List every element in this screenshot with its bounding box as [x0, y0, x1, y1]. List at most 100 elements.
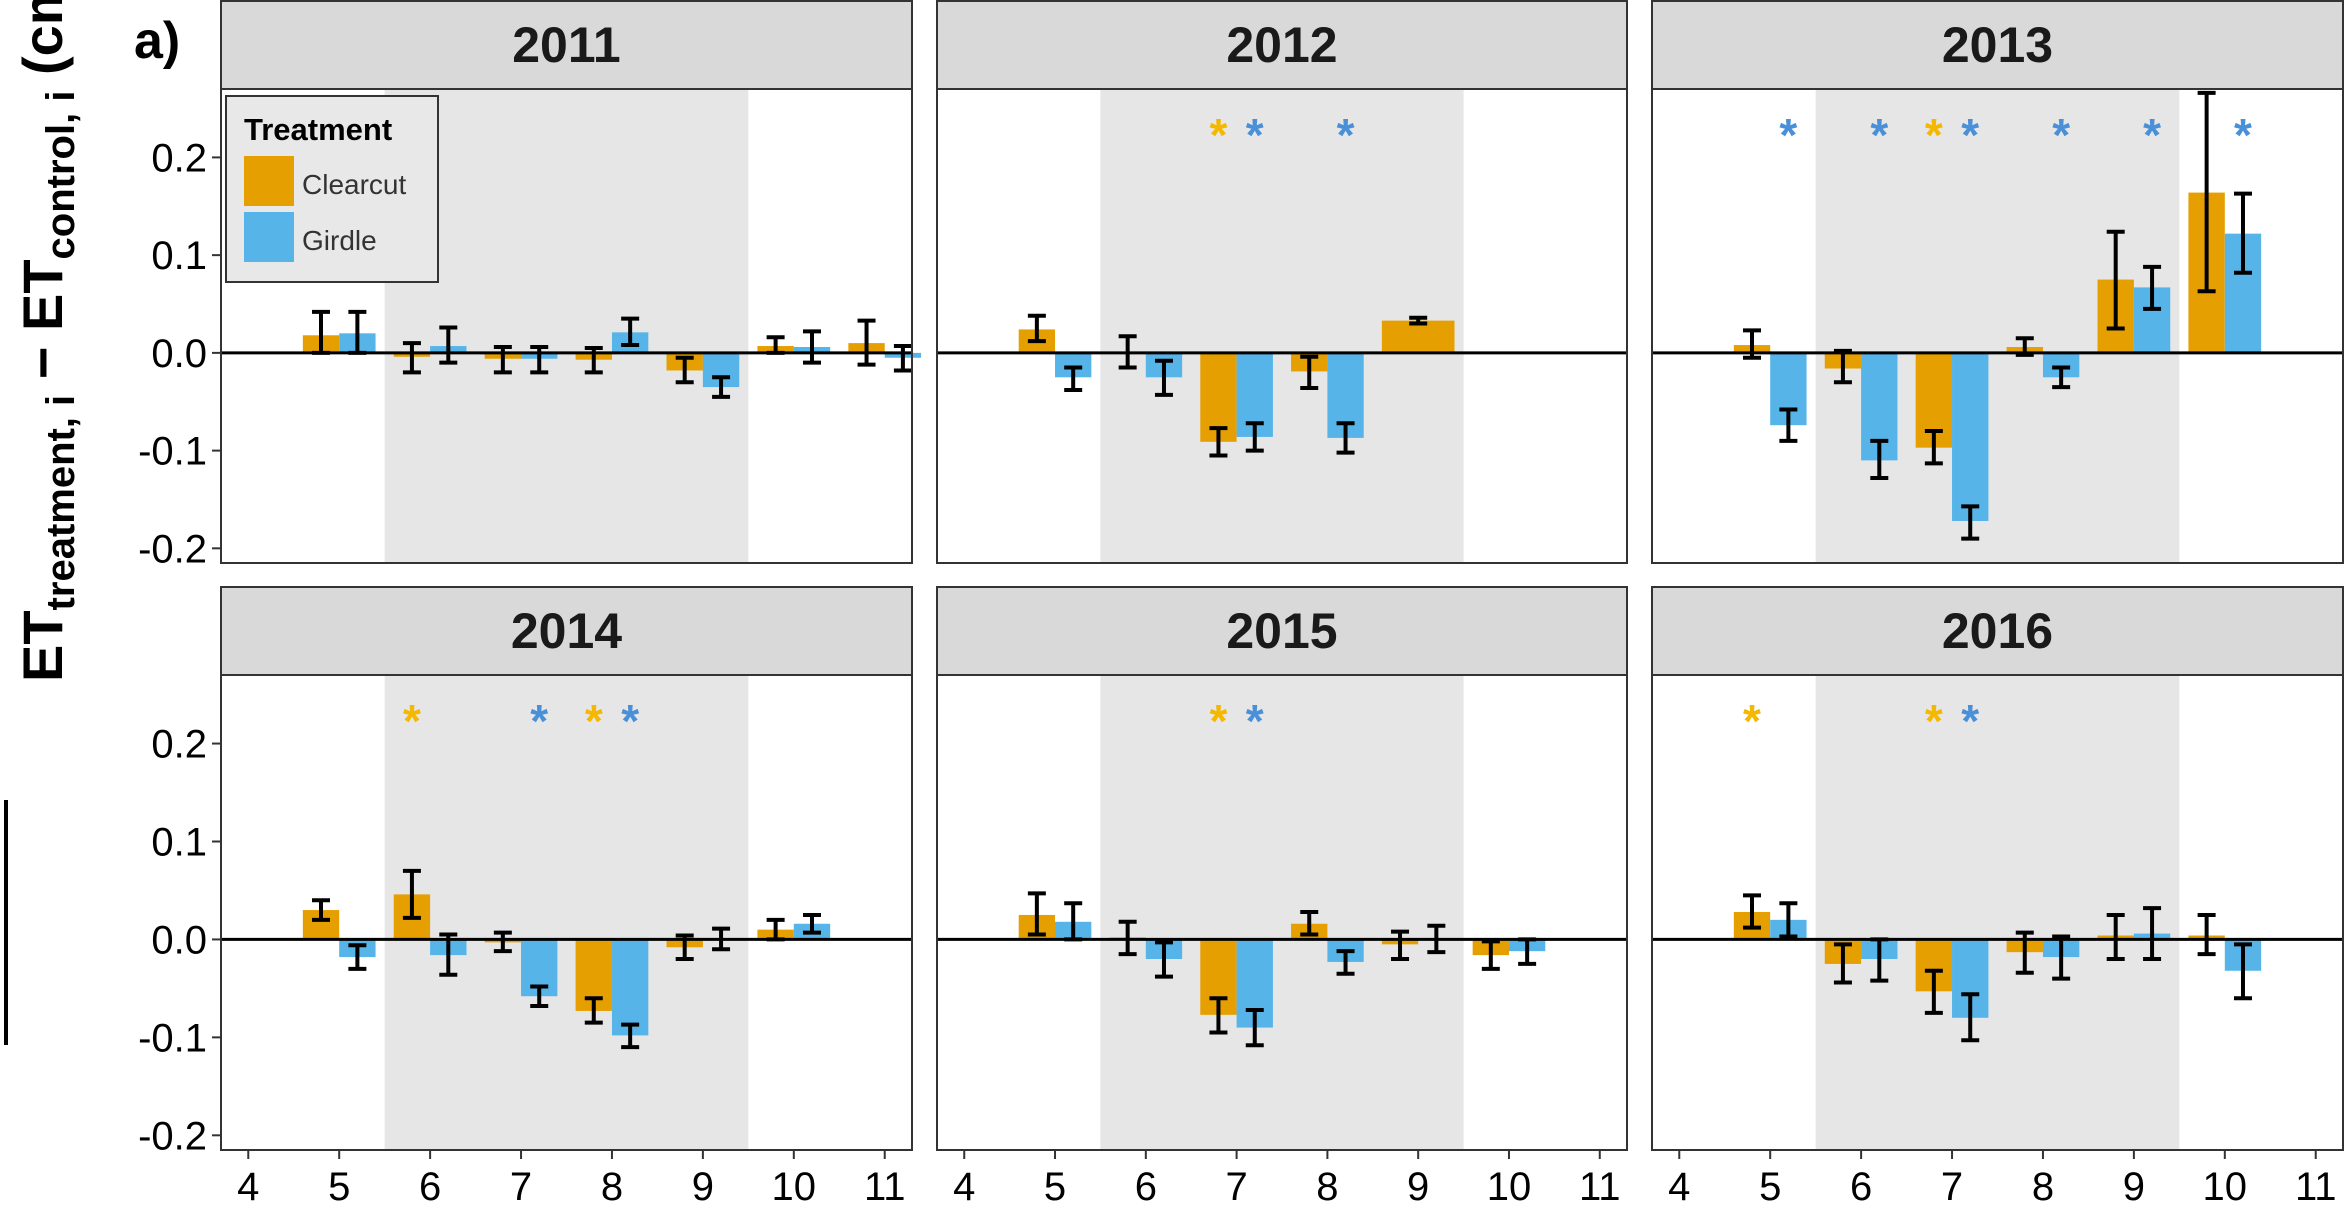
x-tick-label: 10: [772, 1165, 817, 1209]
x-tick-label: 10: [1487, 1165, 1532, 1209]
error-bar: [2143, 906, 2162, 962]
error-bar: [2106, 229, 2125, 331]
y-axis-label-et2: ET: [11, 259, 74, 331]
error-bar: [1743, 893, 1762, 930]
x-tick-label: 5: [1759, 1165, 1781, 1209]
facet-strip-title: 2013: [1942, 17, 2053, 73]
error-bar: [1064, 365, 1083, 393]
x-tick-label: 6: [1135, 1165, 1157, 1209]
error-bar: [439, 932, 458, 977]
significance-star: *: [1743, 695, 1761, 747]
error-bar: [1924, 429, 1943, 466]
error-bar: [893, 344, 912, 373]
error-bar: [857, 318, 876, 367]
significance-star: *: [1961, 109, 1979, 161]
error-bar: [1924, 968, 1943, 1015]
plot-border: [936, 674, 1628, 1151]
shaded-season: [384, 89, 749, 563]
significance-star: *: [1870, 109, 1888, 161]
facet-panel: 2013 * * * * * * *: [1651, 0, 2344, 564]
error-bar: [530, 984, 549, 1009]
y-axis-label-unit: (cm): [11, 0, 74, 91]
facet-strip-title: 2014: [511, 603, 622, 659]
x-tick-label: 4: [1668, 1165, 1690, 1209]
plot-border: [220, 674, 913, 1151]
bar: [611, 939, 649, 1036]
legend-swatch-girdle: [244, 212, 294, 262]
error-bar: [493, 930, 512, 954]
facet-panel: 2011 -0.2 -0.1 0.0 0.1 0.2: [138, 0, 922, 571]
significance-star: *: [1246, 109, 1264, 161]
shaded-season: [1100, 675, 1464, 1150]
x-tick-label: 8: [2032, 1165, 2054, 1209]
significance-star: *: [1779, 109, 1797, 161]
error-bar: [1245, 421, 1264, 453]
y-tick-label: 0.1: [151, 820, 207, 864]
error-bar: [1154, 940, 1173, 979]
facet-panel: 2012* * *: [936, 0, 1628, 564]
significance-star: *: [1246, 695, 1264, 747]
error-bar: [802, 912, 821, 935]
x-tick-label: 9: [1407, 1165, 1429, 1209]
y-axis-label: ETtreatment, i − ETcontrol, i (cm): [11, 0, 83, 682]
error-bar: [2233, 191, 2252, 275]
legend-title: Treatment: [244, 112, 392, 147]
y-axis-label-minus: −: [11, 331, 74, 395]
error-bar: [1870, 438, 1889, 480]
x-tick-label: 8: [1316, 1165, 1338, 1209]
error-bar: [1833, 942, 1852, 985]
significance-star: *: [2052, 109, 2070, 161]
error-bar: [1245, 1007, 1264, 1048]
x-tick-label: 7: [510, 1165, 532, 1209]
significance-star: *: [1925, 109, 1943, 161]
error-bar: [1961, 504, 1980, 541]
error-bar: [1209, 996, 1228, 1035]
plot-border: [936, 88, 1628, 564]
error-bar: [1336, 421, 1355, 455]
error-bar: [1961, 992, 1980, 1043]
x-tick-label: 4: [953, 1165, 975, 1209]
error-bar: [2052, 934, 2071, 981]
significance-star: *: [1925, 695, 1943, 747]
facet-strip: [936, 586, 1628, 676]
facet-strip: [1651, 0, 2344, 90]
panel-label: a): [134, 12, 180, 70]
error-bar: [675, 355, 694, 385]
significance-star: *: [1337, 109, 1355, 161]
error-bar: [2197, 90, 2216, 294]
facet-strip-title: 2012: [1226, 17, 1337, 73]
facet-strip: [1651, 586, 2344, 676]
y-tick-label: -0.2: [138, 527, 207, 571]
y-tick-label: 0.2: [151, 136, 207, 180]
facet-strip-title: 2015: [1226, 603, 1337, 659]
error-bar: [402, 868, 421, 920]
error-bar: [2106, 912, 2125, 962]
facet-strip-title: 2016: [1942, 603, 2053, 659]
error-bar: [1409, 315, 1428, 326]
error-bar: [802, 329, 821, 365]
error-bar: [2197, 912, 2216, 957]
error-bar: [1027, 891, 1046, 937]
facet-panel: 2014 * * * * -0.2 -0.1 0.0 0.1 0.2 4 5 6 7 8 9 10 11: [138, 586, 913, 1209]
error-bar: [1833, 348, 1852, 385]
y-axis-label-et1: ET: [11, 610, 74, 682]
x-tick-label: 6: [1850, 1165, 1872, 1209]
y-axis-label-sub2: control, i: [39, 91, 83, 260]
significance-star: *: [1209, 695, 1227, 747]
error-bar: [2233, 942, 2252, 1001]
error-bar: [1481, 939, 1500, 971]
facet-strip: [220, 586, 913, 676]
error-bar: [1391, 929, 1410, 962]
plot-border: [1651, 88, 2344, 564]
y-tick-label: -0.2: [138, 1114, 207, 1158]
legend-label-girdle: Girdle: [302, 225, 377, 256]
significance-star: *: [1961, 695, 1979, 747]
significance-star: *: [403, 695, 421, 747]
x-tick-label: 11: [1579, 1165, 1621, 1209]
x-tick-label: 8: [601, 1165, 623, 1209]
error-bar: [402, 341, 421, 375]
plot-border: [220, 88, 913, 564]
x-tick-label: 5: [1044, 1165, 1066, 1209]
